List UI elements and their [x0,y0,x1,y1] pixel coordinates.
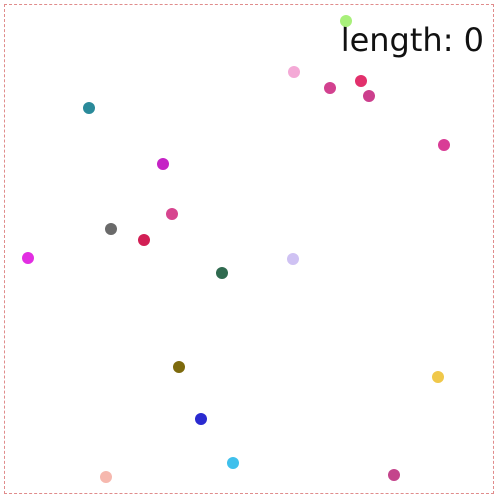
length-score: length: 0 [340,21,484,59]
food-dot [100,471,112,483]
food-dot [166,208,178,220]
food-dot [216,267,228,279]
food-dot [287,253,299,265]
food-dot [22,252,34,264]
food-dot [388,469,400,481]
food-dot [195,413,207,425]
food-dot [432,371,444,383]
food-dot [438,139,450,151]
food-dot [363,90,375,102]
game-board[interactable] [4,4,494,494]
food-dot [105,223,117,235]
food-dot [340,15,352,27]
food-dot [355,75,367,87]
food-dot [324,82,336,94]
food-dot [138,234,150,246]
food-dot [227,457,239,469]
food-dot [83,102,95,114]
food-dot [173,361,185,373]
food-dot [157,158,169,170]
food-dot [288,66,300,78]
